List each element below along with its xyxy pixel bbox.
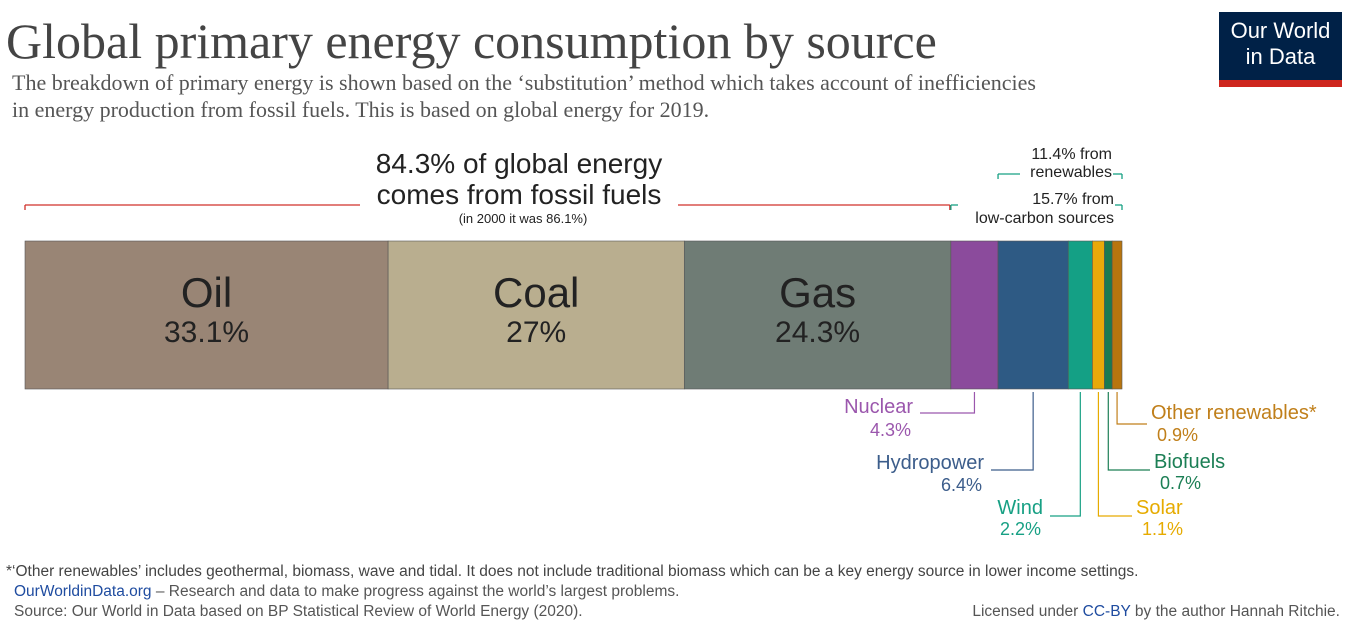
annotation: low-carbon sources: [975, 210, 1114, 227]
logo[interactable]: Our World in Data: [1219, 12, 1342, 87]
bar-segment: [1111, 240, 1123, 390]
segment-value: 0.7%: [1160, 473, 1201, 493]
source: Source: Our World in Data based on BP St…: [14, 603, 583, 620]
segment-name: Oil: [181, 269, 232, 316]
segment-value: 1.1%: [1142, 519, 1183, 539]
leader-line: [1097, 392, 1132, 517]
leader-line: [1107, 392, 1150, 471]
segment-name: Coal: [493, 269, 579, 316]
bar-segment: [387, 240, 685, 390]
logo-text: Our World: [1230, 18, 1331, 43]
bar-segment: [1067, 240, 1093, 390]
annotation-note: (in 2000 it was 86.1%): [459, 211, 588, 226]
segment-name: Nuclear: [844, 396, 913, 418]
leader-line: [1050, 392, 1081, 517]
chart-title: Global primary energy consumption by sou…: [6, 13, 937, 69]
bar-segment: [1104, 240, 1113, 390]
license-link[interactable]: CC-BY: [1082, 603, 1131, 620]
bar-segment: [683, 240, 952, 390]
logo-text: in Data: [1245, 44, 1316, 69]
leader-line: [920, 392, 976, 414]
segment-name: Other renewables*: [1151, 402, 1317, 424]
annotation: comes from fossil fuels: [377, 179, 662, 210]
annotation: renewables: [1030, 164, 1112, 181]
bar-segment: [950, 240, 999, 390]
bar-segment: [24, 240, 389, 390]
footnote: *‘Other renewables’ includes geothermal,…: [6, 563, 1139, 580]
segment-value: 24.3%: [775, 316, 860, 349]
segment-value: 33.1%: [164, 316, 249, 349]
segment-value: 0.9%: [1157, 425, 1198, 445]
subtitle: The breakdown of primary energy is shown…: [12, 70, 1036, 95]
license-text: by the author Hannah Ritchie.: [1130, 603, 1340, 620]
segment-value: 4.3%: [870, 420, 911, 440]
bar-segment: [1092, 240, 1105, 390]
segment-value: 27%: [506, 316, 566, 349]
annotation: 11.4% from: [1031, 146, 1112, 163]
tagline: – Research and data to make progress aga…: [151, 583, 680, 600]
segment-name: Solar: [1136, 497, 1183, 519]
segment-name: Gas: [779, 269, 856, 316]
leader-line: [1116, 392, 1147, 425]
footer-line: OurWorldinData.org – Research and data t…: [14, 583, 679, 601]
license-text: Licensed under: [972, 603, 1083, 620]
subtitle: in energy production from fossil fuels. …: [12, 97, 709, 122]
segment-value: 2.2%: [1000, 519, 1041, 539]
license: Licensed under CC-BY by the author Hanna…: [972, 603, 1340, 621]
site-link[interactable]: OurWorldinData.org: [14, 583, 152, 600]
segment-name: Hydropower: [876, 452, 984, 474]
bar-segment: [997, 240, 1069, 390]
annotation: 84.3% of global energy: [376, 148, 662, 179]
annotation: 15.7% from: [1032, 191, 1114, 208]
leader-line: [991, 392, 1034, 471]
segment-name: Wind: [997, 497, 1043, 519]
segment-name: Biofuels: [1154, 451, 1225, 473]
segment-value: 6.4%: [941, 475, 982, 495]
